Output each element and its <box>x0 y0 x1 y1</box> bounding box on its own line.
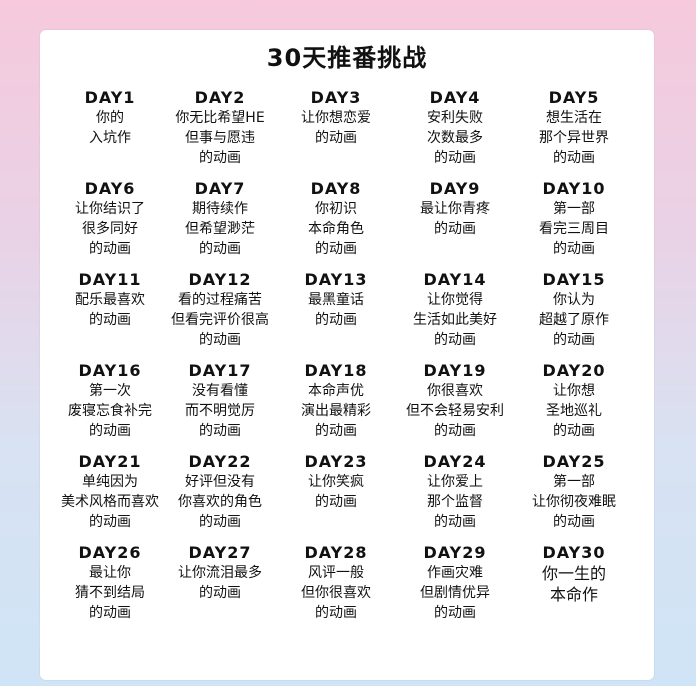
day-description: 你认为 超越了原作 的动画 <box>539 292 609 348</box>
day-description: 配乐最喜欢 的动画 <box>75 292 145 328</box>
day-label: DAY13 <box>304 270 368 289</box>
day-cell-28: DAY28 风评一般 但你很喜欢 的动画 <box>276 543 396 634</box>
day-label: DAY9 <box>429 179 481 198</box>
day-description: 好评但没有 你喜欢的角色 的动画 <box>178 474 262 530</box>
day-cell-11: DAY11 配乐最喜欢 的动画 <box>56 270 164 361</box>
day-label: DAY14 <box>423 270 487 289</box>
challenge-card: 30天推番挑战 DAY1 你的 入坑作 DAY2 你无比希望HE 但事与愿违 的动画 D… <box>40 30 654 680</box>
day-description: 让你结识了 很多同好 的动画 <box>75 201 145 257</box>
day-cell-9: DAY9 最让你青疼 的动画 <box>396 179 514 270</box>
day-description: 让你觉得 生活如此美好 的动画 <box>413 292 497 348</box>
day-cell-17: DAY17 没有看懂 而不明觉厉 的动画 <box>164 361 276 452</box>
day-cell-21: DAY21 单纯因为 美术风格而喜欢 的动画 <box>56 452 164 543</box>
day-description: 最黑童话 的动画 <box>308 292 364 328</box>
day-description: 让你流泪最多 的动画 <box>178 565 262 601</box>
day-label: DAY20 <box>542 361 606 380</box>
day-label: DAY30 <box>542 543 606 562</box>
day-cell-4: DAY4 安利失败 次数最多 的动画 <box>396 88 514 179</box>
day-label: DAY29 <box>423 543 487 562</box>
day-label: DAY2 <box>194 88 246 107</box>
day-label: DAY7 <box>194 179 246 198</box>
day-description: 第一部 看完三周目 的动画 <box>539 201 609 257</box>
day-label: DAY17 <box>188 361 252 380</box>
day-description: 看的过程痛苦 但看完评价很高 的动画 <box>171 292 269 348</box>
day-description: 最让你青疼 的动画 <box>420 201 490 237</box>
day-description: 第一部 让你彻夜难眠 的动画 <box>532 474 616 530</box>
page-title: 30天推番挑战 <box>266 44 428 72</box>
day-cell-5: DAY5 想生活在 那个异世界 的动画 <box>514 88 634 179</box>
day-cell-8: DAY8 你初识 本命角色 的动画 <box>276 179 396 270</box>
day-cell-23: DAY23 让你笑疯 的动画 <box>276 452 396 543</box>
day-label: DAY5 <box>548 88 600 107</box>
day-cell-18: DAY18 本命声优 演出最精彩 的动画 <box>276 361 396 452</box>
day-description: 你的 入坑作 <box>89 110 131 146</box>
day-grid: DAY1 你的 入坑作 DAY2 你无比希望HE 但事与愿违 的动画 DAY3 让你想恋爱… <box>56 88 656 634</box>
day-description: 让你想 圣地巡礼 的动画 <box>546 383 602 439</box>
day-cell-27: DAY27 让你流泪最多 的动画 <box>164 543 276 634</box>
day-cell-6: DAY6 让你结识了 很多同好 的动画 <box>56 179 164 270</box>
day-cell-20: DAY20 让你想 圣地巡礼 的动画 <box>514 361 634 452</box>
day-cell-2: DAY2 你无比希望HE 但事与愿违 的动画 <box>164 88 276 179</box>
day-label: DAY27 <box>188 543 252 562</box>
day-cell-14: DAY14 让你觉得 生活如此美好 的动画 <box>396 270 514 361</box>
day-cell-25: DAY25 第一部 让你彻夜难眠 的动画 <box>514 452 634 543</box>
day-cell-22: DAY22 好评但没有 你喜欢的角色 的动画 <box>164 452 276 543</box>
day-label: DAY25 <box>542 452 606 471</box>
day-label: DAY21 <box>78 452 142 471</box>
day-label: DAY23 <box>304 452 368 471</box>
day-description: 风评一般 但你很喜欢 的动画 <box>301 565 371 621</box>
day-description: 第一次 废寝忘食补完 的动画 <box>68 383 152 439</box>
day-cell-7: DAY7 期待续作 但希望渺茫 的动画 <box>164 179 276 270</box>
day-description: 你无比希望HE 但事与愿违 的动画 <box>175 110 265 166</box>
day-description: 让你想恋爱 的动画 <box>301 110 371 146</box>
day-label: DAY8 <box>310 179 362 198</box>
day-cell-13: DAY13 最黑童话 的动画 <box>276 270 396 361</box>
day-label: DAY16 <box>78 361 142 380</box>
day-cell-30: DAY30 你一生的 本命作 <box>514 543 634 634</box>
day-label: DAY28 <box>304 543 368 562</box>
day-description: 你一生的 本命作 <box>541 564 606 604</box>
day-description: 让你爱上 那个监督 的动画 <box>427 474 483 530</box>
day-label: DAY22 <box>188 452 252 471</box>
day-description: 期待续作 但希望渺茫 的动画 <box>185 201 255 257</box>
day-cell-1: DAY1 你的 入坑作 <box>56 88 164 179</box>
day-description: 最让你 猜不到结局 的动画 <box>75 565 145 621</box>
day-cell-26: DAY26 最让你 猜不到结局 的动画 <box>56 543 164 634</box>
day-cell-15: DAY15 你认为 超越了原作 的动画 <box>514 270 634 361</box>
day-description: 本命声优 演出最精彩 的动画 <box>301 383 371 439</box>
day-cell-16: DAY16 第一次 废寝忘食补完 的动画 <box>56 361 164 452</box>
day-label: DAY11 <box>78 270 142 289</box>
day-description: 单纯因为 美术风格而喜欢 的动画 <box>61 474 159 530</box>
day-cell-3: DAY3 让你想恋爱 的动画 <box>276 88 396 179</box>
day-description: 作画灾难 但剧情优异 的动画 <box>420 565 490 621</box>
day-cell-12: DAY12 看的过程痛苦 但看完评价很高 的动画 <box>164 270 276 361</box>
day-description: 安利失败 次数最多 的动画 <box>427 110 483 166</box>
day-cell-10: DAY10 第一部 看完三周目 的动画 <box>514 179 634 270</box>
day-label: DAY3 <box>310 88 362 107</box>
day-description: 没有看懂 而不明觉厉 的动画 <box>185 383 255 439</box>
day-cell-24: DAY24 让你爱上 那个监督 的动画 <box>396 452 514 543</box>
day-label: DAY6 <box>84 179 136 198</box>
day-label: DAY18 <box>304 361 368 380</box>
day-label: DAY19 <box>423 361 487 380</box>
day-label: DAY1 <box>84 88 136 107</box>
day-description: 想生活在 那个异世界 的动画 <box>539 110 609 166</box>
day-label: DAY26 <box>78 543 142 562</box>
day-description: 你很喜欢 但不会轻易安利 的动画 <box>406 383 504 439</box>
day-label: DAY12 <box>188 270 252 289</box>
day-cell-29: DAY29 作画灾难 但剧情优异 的动画 <box>396 543 514 634</box>
day-label: DAY24 <box>423 452 487 471</box>
day-label: DAY15 <box>542 270 606 289</box>
day-label: DAY10 <box>542 179 606 198</box>
day-cell-19: DAY19 你很喜欢 但不会轻易安利 的动画 <box>396 361 514 452</box>
day-description: 让你笑疯 的动画 <box>308 474 364 510</box>
day-description: 你初识 本命角色 的动画 <box>308 201 364 257</box>
day-label: DAY4 <box>429 88 481 107</box>
